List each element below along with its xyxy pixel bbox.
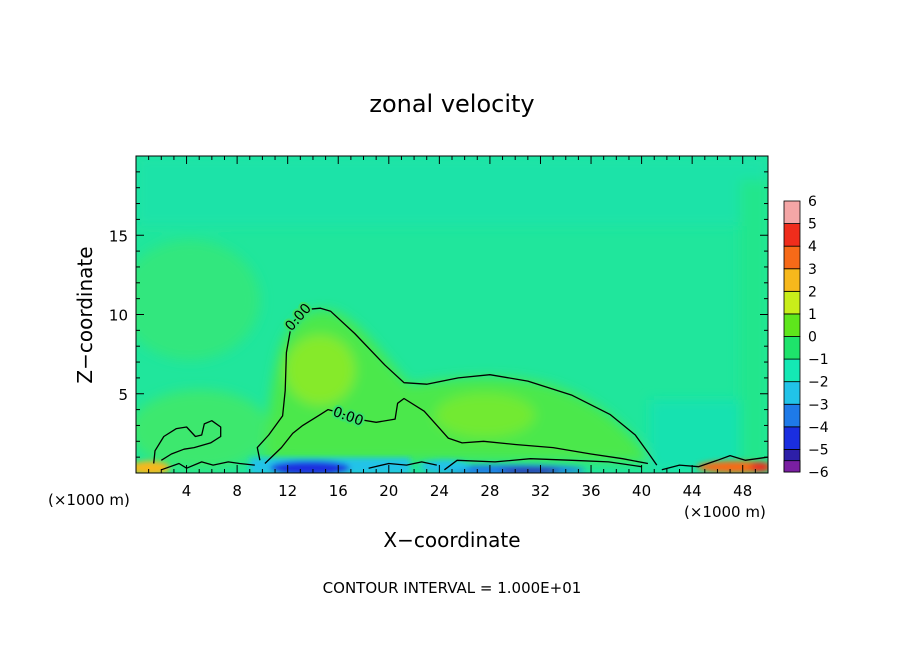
y-axis-ticks: 5 10 15 (109, 171, 768, 458)
colorbar: −6 −5 −4 −3 −2 −1 0 1 2 3 4 5 6 (783, 194, 829, 481)
contour-line (368, 461, 437, 469)
x-tick-label: 24 (430, 482, 449, 500)
colorbar-swatch (783, 403, 801, 428)
colorbar-label: 5 (808, 217, 817, 233)
x-tick-label: 4 (182, 482, 192, 500)
x-tick-label: 12 (278, 482, 297, 500)
x-tick-label: 36 (581, 482, 600, 500)
colorbar-label: 1 (808, 307, 817, 323)
colorbar-swatch (783, 200, 801, 224)
colorbar-label: 0 (808, 330, 817, 346)
contour-line (264, 397, 649, 465)
contour-line (153, 420, 222, 464)
x-axis-label: X−coordinate (383, 528, 520, 552)
x-tick-label: 28 (480, 482, 499, 500)
colorbar-label: −2 (808, 375, 829, 391)
colorbar-label: 2 (808, 284, 817, 300)
contour-line (161, 461, 255, 471)
contour-interval-footer: CONTOUR INTERVAL = 1.000E+01 (323, 579, 582, 597)
colorbar-swatch (783, 290, 801, 315)
colorbar-swatch (783, 426, 801, 450)
x-tick-label: 32 (531, 482, 550, 500)
x-tick-label: 16 (329, 482, 348, 500)
x-axis-ticks: 4 8 12 16 20 24 28 32 36 40 44 48 (148, 156, 756, 500)
colorbar-label: −1 (808, 352, 829, 368)
y-tick-label: 5 (118, 386, 128, 404)
colorbar-swatch (783, 313, 801, 337)
chart-title: zonal velocity (369, 90, 534, 118)
x-tick-label: 20 (379, 482, 398, 500)
contour-line (661, 454, 768, 471)
colorbar-swatch (783, 381, 801, 405)
colorbar-swatch (783, 268, 801, 292)
x-unit-left: (×1000 m) (48, 491, 130, 509)
colorbar-swatch (783, 245, 801, 270)
x-tick-label: 48 (733, 482, 752, 500)
colorbar-swatch (783, 336, 801, 360)
colorbar-label: −3 (808, 397, 829, 413)
colorbar-label: −4 (808, 420, 829, 436)
colorbar-label: −5 (808, 442, 829, 458)
contour-lines (153, 307, 768, 471)
colorbar-label: −6 (808, 465, 829, 481)
y-axis-label: Z−coordinate (73, 246, 97, 383)
y-tick-label: 10 (109, 307, 128, 325)
contour-line (256, 307, 658, 466)
heatmap-field (136, 156, 768, 473)
colorbar-label: 3 (808, 262, 817, 278)
colorbar-swatch (783, 358, 801, 383)
x-tick-label: 8 (232, 482, 242, 500)
colorbar-label: 6 (808, 194, 817, 210)
colorbar-swatch (783, 460, 801, 473)
x-tick-label: 44 (683, 482, 702, 500)
contour-line (444, 458, 642, 471)
x-tick-label: 40 (632, 482, 651, 500)
colorbar-swatch (783, 223, 801, 247)
y-tick-label: 15 (109, 227, 128, 245)
colorbar-label: 4 (808, 239, 817, 255)
x-unit-right: (×1000 m) (684, 503, 766, 521)
